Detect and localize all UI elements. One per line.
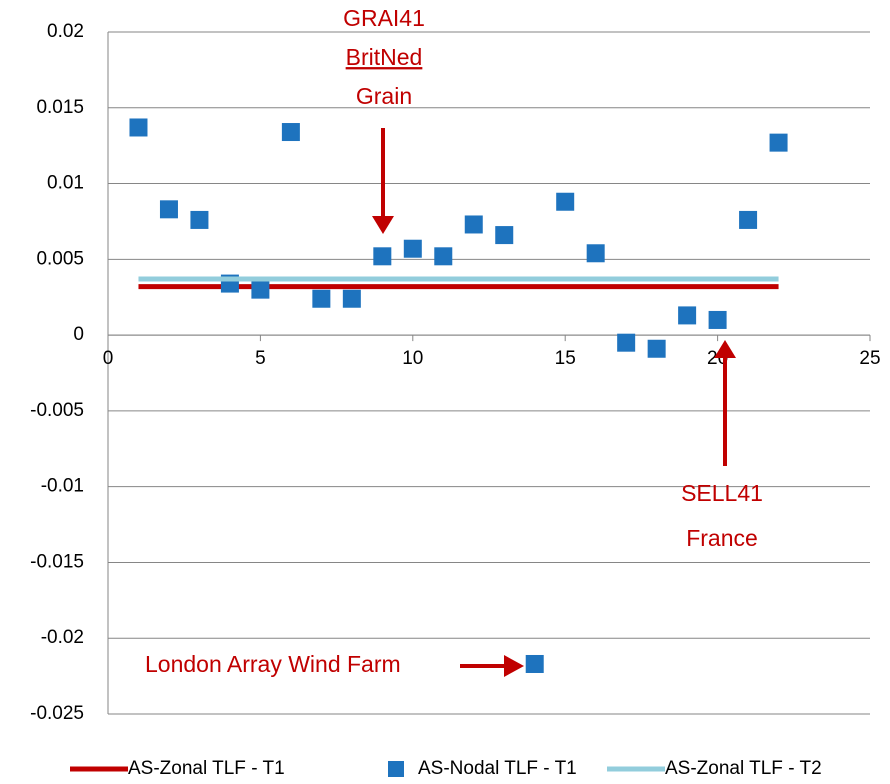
marker — [342, 289, 361, 308]
marker — [434, 247, 453, 266]
y-tick-label: -0.025 — [30, 703, 84, 724]
annotation: London Array Wind Farm — [145, 651, 401, 677]
marker — [647, 339, 666, 358]
arrow-head — [504, 655, 524, 677]
marker — [708, 310, 727, 329]
y-tick-label: -0.02 — [41, 627, 84, 648]
marker — [251, 280, 270, 299]
annotation: GRAI41 — [343, 5, 425, 31]
marker — [556, 192, 575, 211]
marker — [617, 333, 636, 352]
y-tick-label: 0.01 — [47, 173, 84, 194]
marker — [281, 123, 300, 142]
marker — [525, 654, 544, 673]
y-tick-label: 0 — [73, 324, 84, 345]
x-tick-label: 25 — [859, 348, 880, 369]
marker — [495, 226, 514, 245]
x-tick-label: 15 — [555, 348, 576, 369]
arrow-head — [372, 216, 394, 234]
y-tick-label: 0.015 — [36, 97, 84, 118]
annotation: BritNed — [346, 44, 423, 70]
y-tick-label: -0.01 — [41, 476, 84, 497]
marker — [586, 244, 605, 263]
legend-label: AS-Nodal TLF - T1 — [418, 758, 577, 779]
x-tick-label: 10 — [402, 348, 423, 369]
marker — [312, 289, 331, 308]
x-tick-label: 0 — [103, 348, 114, 369]
legend-label: AS-Zonal TLF - T1 — [128, 758, 285, 779]
marker — [678, 306, 697, 325]
annotation: France — [686, 525, 758, 551]
marker — [373, 247, 392, 266]
y-tick-label: 0.005 — [36, 248, 84, 269]
y-tick-label: 0.02 — [47, 21, 84, 42]
marker — [739, 210, 758, 229]
legend-swatch — [388, 761, 404, 777]
y-tick-label: -0.015 — [30, 551, 84, 572]
legend-label: AS-Zonal TLF - T2 — [665, 758, 822, 779]
arrow-head — [714, 340, 736, 358]
x-tick-label: 5 — [255, 348, 266, 369]
marker — [464, 215, 483, 234]
marker — [159, 200, 178, 219]
marker — [190, 210, 209, 229]
marker — [769, 133, 788, 152]
annotation: Grain — [356, 83, 412, 109]
annotation: SELL41 — [681, 480, 763, 506]
y-tick-label: -0.005 — [30, 400, 84, 421]
marker — [129, 118, 148, 137]
marker — [403, 239, 422, 258]
